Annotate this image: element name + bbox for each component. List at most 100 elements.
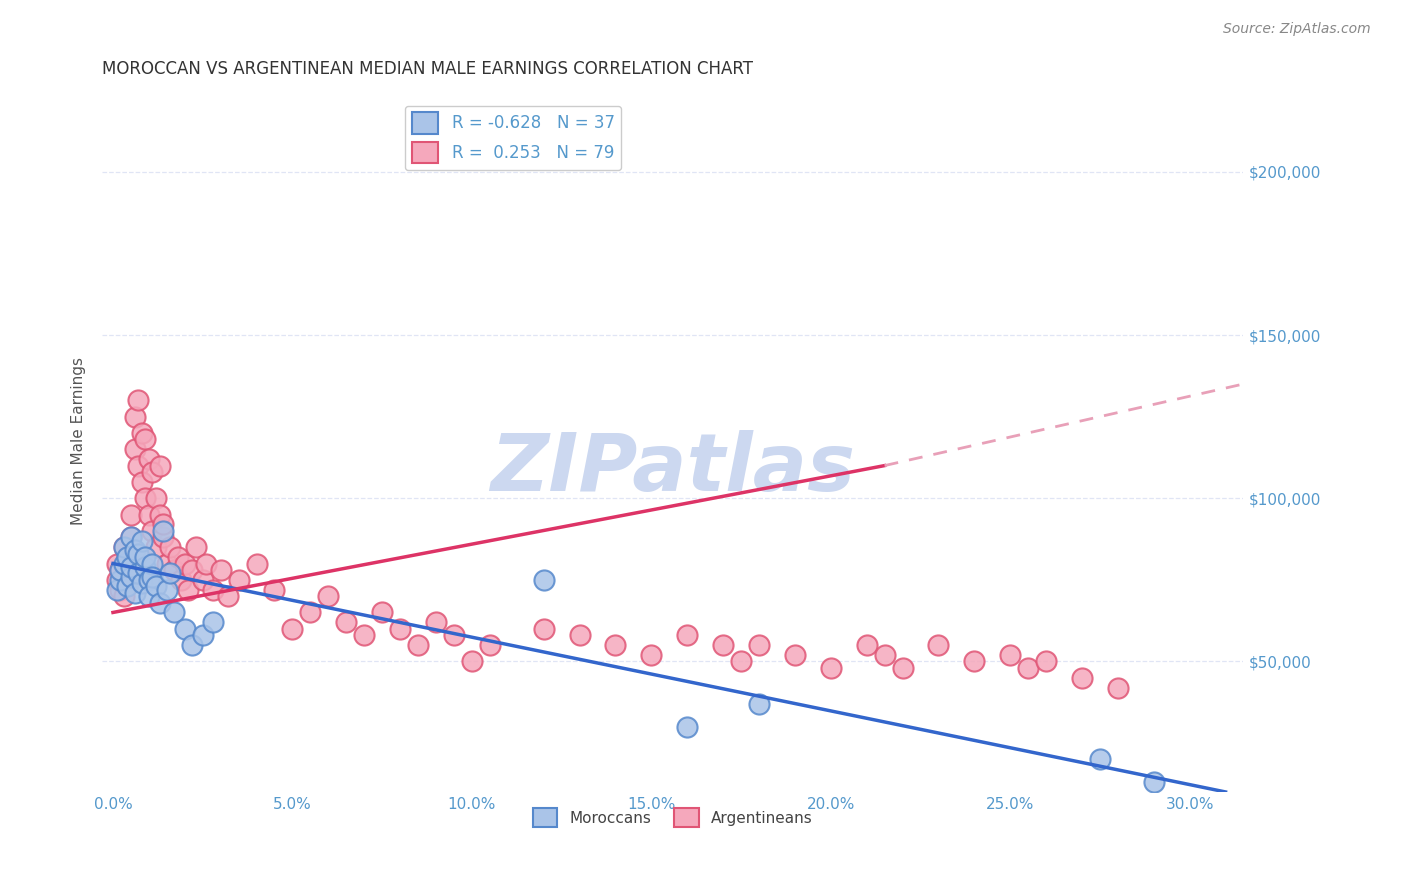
Point bbox=[998, 648, 1021, 662]
Point bbox=[443, 628, 465, 642]
Point bbox=[134, 559, 156, 574]
Text: ZIPatlas: ZIPatlas bbox=[491, 430, 855, 508]
Y-axis label: Median Male Earnings: Median Male Earnings bbox=[72, 357, 86, 525]
Point bbox=[461, 654, 484, 668]
Point bbox=[389, 622, 412, 636]
Point bbox=[117, 549, 139, 564]
Point bbox=[127, 393, 149, 408]
Point bbox=[177, 582, 200, 597]
Point bbox=[141, 557, 163, 571]
Point bbox=[820, 661, 842, 675]
Point bbox=[166, 549, 188, 564]
Point bbox=[134, 549, 156, 564]
Point bbox=[281, 622, 304, 636]
Point bbox=[335, 615, 357, 630]
Point bbox=[159, 540, 181, 554]
Text: MOROCCAN VS ARGENTINEAN MEDIAN MALE EARNINGS CORRELATION CHART: MOROCCAN VS ARGENTINEAN MEDIAN MALE EARN… bbox=[103, 60, 754, 78]
Point bbox=[131, 425, 153, 440]
Point bbox=[112, 569, 135, 583]
Point bbox=[149, 596, 172, 610]
Point bbox=[371, 606, 394, 620]
Point bbox=[181, 563, 204, 577]
Point bbox=[202, 582, 225, 597]
Point bbox=[195, 557, 218, 571]
Point bbox=[184, 540, 207, 554]
Point bbox=[152, 517, 174, 532]
Point bbox=[124, 543, 146, 558]
Point bbox=[134, 433, 156, 447]
Point bbox=[105, 582, 128, 597]
Point bbox=[855, 638, 877, 652]
Point bbox=[134, 491, 156, 506]
Point bbox=[217, 589, 239, 603]
Point bbox=[120, 508, 142, 522]
Point bbox=[159, 566, 181, 581]
Point bbox=[748, 697, 770, 711]
Point bbox=[149, 508, 172, 522]
Point bbox=[353, 628, 375, 642]
Point bbox=[120, 530, 142, 544]
Point bbox=[127, 566, 149, 581]
Point bbox=[108, 563, 131, 577]
Point bbox=[124, 442, 146, 457]
Point bbox=[676, 720, 699, 734]
Point bbox=[163, 606, 186, 620]
Point bbox=[1088, 752, 1111, 766]
Point bbox=[299, 606, 322, 620]
Point bbox=[108, 582, 131, 597]
Point bbox=[120, 530, 142, 544]
Point bbox=[163, 563, 186, 577]
Point bbox=[963, 654, 986, 668]
Point bbox=[141, 569, 163, 583]
Point bbox=[131, 533, 153, 548]
Point bbox=[730, 654, 752, 668]
Point bbox=[138, 452, 160, 467]
Point bbox=[202, 615, 225, 630]
Point bbox=[105, 573, 128, 587]
Point bbox=[124, 586, 146, 600]
Point bbox=[406, 638, 429, 652]
Text: Source: ZipAtlas.com: Source: ZipAtlas.com bbox=[1223, 22, 1371, 37]
Point bbox=[1035, 654, 1057, 668]
Point bbox=[108, 573, 131, 587]
Point bbox=[131, 576, 153, 591]
Point bbox=[138, 589, 160, 603]
Point bbox=[117, 579, 139, 593]
Point bbox=[173, 557, 195, 571]
Point bbox=[228, 573, 250, 587]
Point bbox=[120, 569, 142, 583]
Point bbox=[170, 573, 193, 587]
Point bbox=[1017, 661, 1039, 675]
Point bbox=[127, 458, 149, 473]
Point bbox=[181, 638, 204, 652]
Point bbox=[191, 573, 214, 587]
Point bbox=[191, 628, 214, 642]
Point bbox=[131, 475, 153, 489]
Point bbox=[156, 557, 179, 571]
Point bbox=[145, 540, 167, 554]
Point bbox=[263, 582, 285, 597]
Point bbox=[873, 648, 896, 662]
Point bbox=[105, 557, 128, 571]
Point bbox=[927, 638, 949, 652]
Point bbox=[425, 615, 447, 630]
Point bbox=[478, 638, 501, 652]
Point bbox=[533, 622, 555, 636]
Point bbox=[533, 573, 555, 587]
Point bbox=[138, 573, 160, 587]
Point bbox=[141, 465, 163, 479]
Point bbox=[124, 409, 146, 424]
Point bbox=[141, 524, 163, 538]
Legend: Moroccans, Argentineans: Moroccans, Argentineans bbox=[527, 802, 818, 833]
Point bbox=[112, 589, 135, 603]
Point bbox=[112, 540, 135, 554]
Point bbox=[748, 638, 770, 652]
Point bbox=[138, 508, 160, 522]
Point bbox=[117, 579, 139, 593]
Point bbox=[152, 524, 174, 538]
Point bbox=[568, 628, 591, 642]
Point bbox=[891, 661, 914, 675]
Point bbox=[783, 648, 806, 662]
Point bbox=[209, 563, 232, 577]
Point bbox=[711, 638, 734, 652]
